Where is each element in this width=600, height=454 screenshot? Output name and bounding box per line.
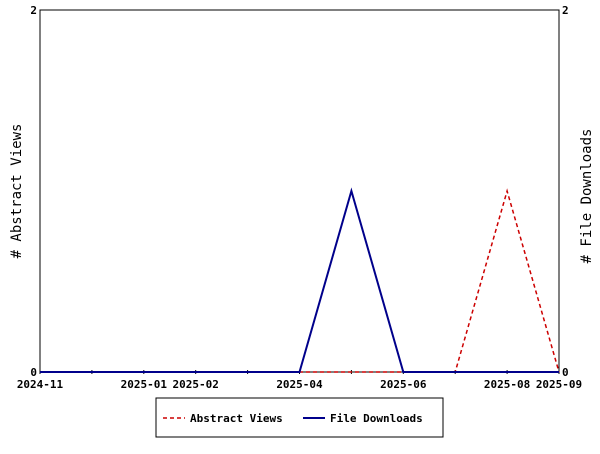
legend-label-abstract-views: Abstract Views [190,412,283,425]
legend-box [155,397,444,438]
series-lines [40,187,560,373]
y-axis-left-title: # Abstract Views [9,124,25,259]
x-tick-label-2025-06: 2025-06 [380,378,427,391]
y-left-tick-label-0: 0 [30,366,37,379]
plot-area [39,9,560,373]
y-left-tick-label-2: 2 [30,4,37,17]
series-line-file-downloads [40,187,559,373]
x-tick-label-2025-01: 2025-01 [121,378,168,391]
y-right-tick-label-0: 0 [562,366,569,379]
x-tick-label-2025-04: 2025-04 [276,378,323,391]
y-right-tick-label-2: 2 [562,4,569,17]
x-tick-label-2024-11: 2024-11 [17,378,64,391]
legend-label-file-downloads: File Downloads [330,412,423,425]
x-tick-label-2025-09: 2025-09 [536,378,582,391]
y-axis-right-title: # File Downloads [579,129,595,264]
legend: Abstract Views File Downloads [155,397,444,438]
x-tick-label-2025-02: 2025-02 [173,378,219,391]
y-axis-tick-labels: 0 2 0 2 [30,4,568,379]
x-tick-label-2025-08: 2025-08 [484,378,530,391]
x-axis-tick-labels: 2024-11 2025-01 2025-02 2025-04 2025-06 2025-… [17,378,582,391]
